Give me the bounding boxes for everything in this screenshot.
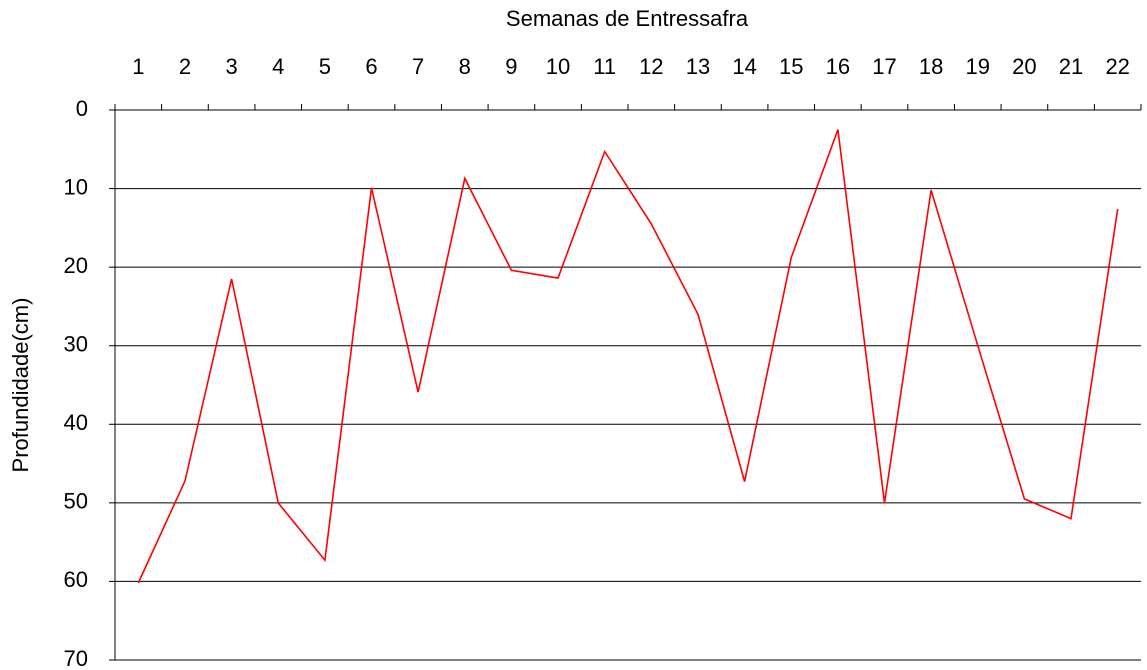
- y-tick-label: 50: [64, 489, 88, 514]
- x-axis-title: Semanas de Entressafra: [506, 6, 749, 31]
- data-line: [137, 129, 1119, 584]
- y-tick-label: 40: [64, 410, 88, 435]
- x-tick-label: 21: [1059, 54, 1083, 79]
- x-tick-label: 22: [1105, 54, 1129, 79]
- x-tick-label: 4: [272, 54, 284, 79]
- x-tick-label: 15: [779, 54, 803, 79]
- x-tick-label: 9: [505, 54, 517, 79]
- x-tick-label: 11: [593, 54, 616, 79]
- y-tick-label: 20: [64, 253, 88, 278]
- x-tick-label: 19: [966, 54, 990, 79]
- y-tick-label: 10: [64, 174, 88, 199]
- x-tick-label: 3: [225, 54, 237, 79]
- x-tick-label: 17: [872, 54, 896, 79]
- x-tick-label: 7: [412, 54, 424, 79]
- x-tick-label: 14: [732, 54, 756, 79]
- x-tick-label: 13: [686, 54, 710, 79]
- x-tick-label: 2: [179, 54, 191, 79]
- y-tick-label: 30: [64, 332, 88, 357]
- x-tick-label: 10: [546, 54, 570, 79]
- x-tick-label: 1: [132, 54, 144, 79]
- x-tick-label: 5: [319, 54, 331, 79]
- x-tick-label: 20: [1012, 54, 1036, 79]
- x-tick-label: 12: [639, 54, 663, 79]
- x-tick-label: 16: [826, 54, 850, 79]
- x-tick-label: 18: [919, 54, 943, 79]
- y-axis-title: Profundidade(cm): [8, 298, 33, 473]
- y-tick-label: 60: [64, 567, 88, 592]
- x-tick-label: 8: [459, 54, 471, 79]
- x-tick-label: 6: [365, 54, 377, 79]
- y-tick-label: 70: [64, 646, 88, 670]
- y-tick-label: 0: [76, 96, 88, 121]
